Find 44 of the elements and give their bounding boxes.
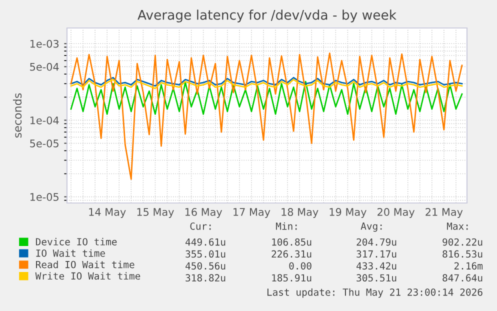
text: Max:	[446, 222, 468, 230]
y-tick-label: 1e-05	[30, 193, 58, 201]
text: 449.61u	[186, 238, 226, 246]
text: 355.01u	[186, 250, 226, 258]
text: Cur:	[190, 222, 211, 230]
line-series	[70, 76, 463, 87]
x-tick-label: 16 May	[185, 208, 222, 218]
x-tick-label: 18 May	[282, 208, 318, 218]
chart-title: Average latency for /dev/vda - by week	[138, 10, 396, 22]
text: Avg:	[360, 222, 382, 232]
y-tick-label: 1e-03	[30, 40, 59, 48]
legend-label: Read IO Wait time	[36, 260, 134, 268]
text: 106.85u	[272, 238, 312, 246]
x-tick-label: 15 May	[137, 208, 174, 218]
text: 318.82u	[186, 274, 226, 282]
text: Last update: Thu May 21 23:00:14 2026	[267, 288, 482, 298]
text: 433.42u	[356, 262, 396, 270]
text: 450.56u	[186, 262, 226, 270]
legend-label: IO Wait time	[36, 249, 105, 257]
text: 317.17u	[356, 250, 396, 258]
text: Min:	[276, 222, 297, 230]
text: 0.00	[289, 262, 312, 270]
x-tick-label: 17 May	[234, 208, 270, 218]
text: 816.53u	[442, 250, 482, 258]
line-series	[70, 80, 463, 115]
legend-label: Device IO time	[36, 238, 117, 246]
x-tick-label: 14 May	[89, 208, 126, 218]
line-series	[70, 78, 463, 90]
x-tick-label: 19 May	[330, 208, 366, 218]
x-tick-label: 21 May	[426, 208, 463, 218]
text: 226.31u	[272, 250, 312, 258]
text: 847.64u	[442, 274, 482, 282]
y-tick-label: 5e-05	[30, 140, 58, 148]
x-tick-label: 20 May	[378, 208, 415, 218]
text: 305.51u	[356, 274, 396, 282]
y-axis-title: seconds	[13, 93, 22, 138]
text: 204.79u	[356, 238, 396, 246]
text: 185.91u	[272, 274, 312, 282]
legend-label: Write IO Wait time	[35, 272, 140, 280]
y-tick-label: 5e-04	[30, 62, 59, 71]
text: 902.22u	[442, 238, 482, 246]
text: 2.16m	[454, 262, 483, 270]
y-tick-label: 1e-04	[30, 116, 59, 124]
line-series	[70, 52, 463, 180]
